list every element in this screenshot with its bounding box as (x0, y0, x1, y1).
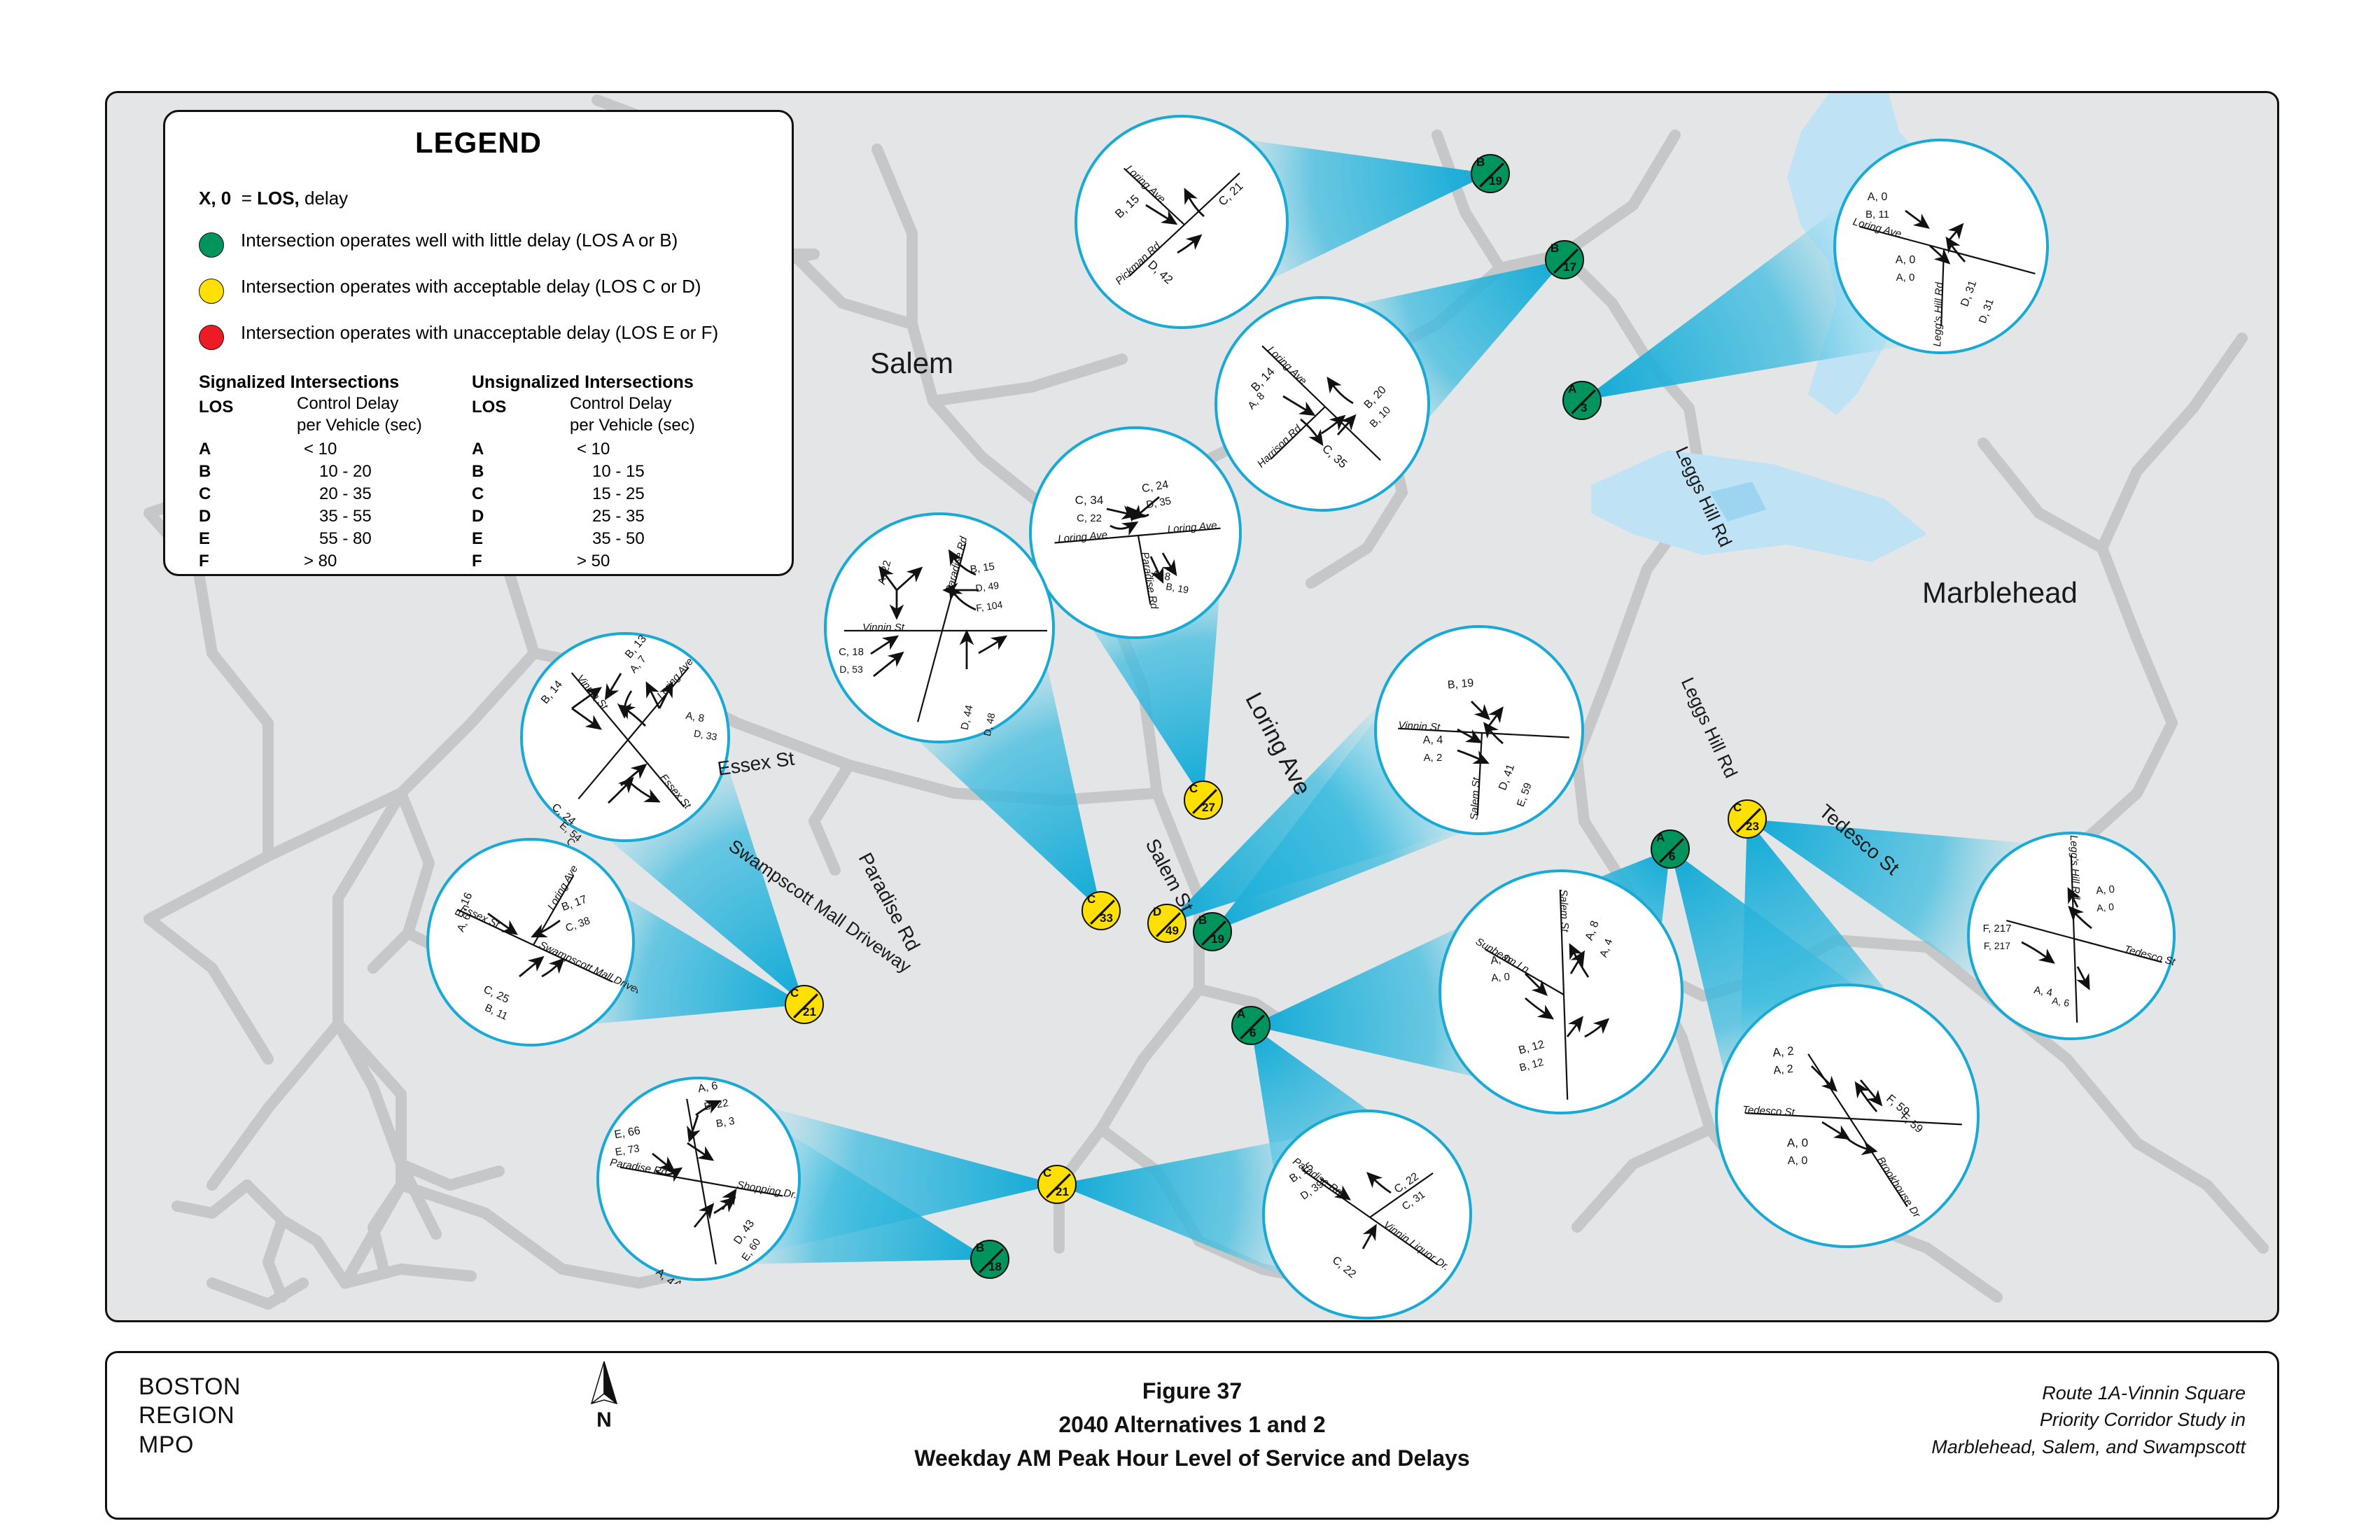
svg-text:D, 53: D, 53 (839, 664, 863, 675)
svg-text:B, 11: B, 11 (1865, 209, 1889, 220)
svg-text:A, 4: A, 4 (654, 1266, 677, 1284)
svg-text:B, 12: B, 12 (1518, 1039, 1546, 1057)
svg-text:A, 0: A, 0 (1896, 254, 1916, 266)
svg-text:Paradise Rd: Paradise Rd (944, 535, 970, 594)
svg-text:A, 8: A, 8 (685, 710, 705, 724)
svg-text:A, 0: A, 0 (2096, 883, 2115, 897)
svg-text:E, 59: E, 59 (1515, 781, 1534, 808)
svg-text:E, 66: E, 66 (613, 1125, 641, 1141)
svg-text:Legg's Hill Rd: Legg's Hill Rd (1931, 281, 1945, 346)
svg-text:A, 0: A, 0 (1788, 1155, 1808, 1167)
svg-text:D, 44: D, 44 (959, 704, 976, 732)
svg-text:B, 15: B, 15 (1112, 192, 1142, 220)
svg-text:D, 48: D, 48 (981, 712, 997, 737)
svg-text:B, 12: B, 12 (1518, 1056, 1545, 1074)
svg-text:D, 42: D, 42 (1145, 258, 1175, 286)
svg-text:A, 0: A, 0 (1491, 971, 1511, 984)
svg-text:A, 2: A, 2 (1772, 1044, 1795, 1060)
svg-text:D, 33: D, 33 (693, 727, 718, 743)
svg-text:A, 0: A, 0 (1896, 272, 1915, 284)
svg-text:D, 49: D, 49 (975, 580, 1000, 594)
svg-text:D, 31: D, 31 (1977, 298, 1996, 326)
svg-text:A, 6: A, 6 (697, 1080, 719, 1096)
svg-text:F, 217: F, 217 (1984, 940, 2010, 951)
svg-text:F, 217: F, 217 (1983, 923, 2012, 934)
svg-text:Shopping Dr.: Shopping Dr. (736, 1179, 798, 1201)
svg-text:Vinnin Liquor Dr.: Vinnin Liquor Dr. (1381, 1219, 1452, 1273)
svg-text:A, 0: A, 0 (2096, 901, 2114, 913)
svg-text:Tedesco St: Tedesco St (2123, 943, 2177, 968)
svg-text:B, 14: B, 14 (539, 678, 565, 706)
svg-text:A, 8: A, 8 (1583, 919, 1602, 942)
svg-text:F, 104: F, 104 (975, 598, 1003, 613)
svg-text:A, 0: A, 0 (1868, 191, 1888, 203)
svg-text:C, 22: C, 22 (1077, 512, 1102, 524)
svg-text:B, 3: B, 3 (715, 1115, 736, 1130)
svg-text:A, 4: A, 4 (2033, 984, 2053, 999)
svg-text:F, 59: F, 59 (1898, 1111, 1925, 1135)
svg-text:C, 34: C, 34 (1075, 493, 1104, 507)
svg-text:C, 35: C, 35 (1320, 442, 1350, 470)
svg-text:C, 22: C, 22 (1330, 1254, 1358, 1281)
svg-text:A, 8: A, 8 (1245, 390, 1267, 412)
svg-text:A, 4: A, 4 (1423, 734, 1443, 746)
svg-text:C, 25: C, 25 (482, 983, 511, 1006)
svg-text:A, 0: A, 0 (1490, 953, 1511, 967)
svg-text:Vinnin St: Vinnin St (862, 622, 905, 634)
svg-text:E, 73: E, 73 (614, 1142, 640, 1158)
svg-text:Harrison Rd: Harrison Rd (1255, 422, 1304, 470)
svg-text:B, 22: B, 22 (703, 1097, 729, 1113)
svg-text:Brookhouse Dr: Brookhouse Dr (1875, 1155, 1923, 1221)
svg-text:Loring Ave: Loring Ave (1058, 529, 1108, 545)
svg-text:D, 31: D, 31 (1959, 279, 1979, 308)
svg-text:A, 4: A, 4 (1597, 937, 1615, 959)
svg-text:Essex St: Essex St (657, 772, 694, 812)
svg-text:C, 38: C, 38 (564, 915, 592, 934)
svg-text:D, 41: D, 41 (1497, 762, 1517, 792)
svg-text:A, 2: A, 2 (1773, 1063, 1794, 1077)
svg-text:A, 0: A, 0 (1787, 1136, 1808, 1149)
svg-text:Vinnin St: Vinnin St (574, 673, 610, 713)
svg-text:C, 21: C, 21 (1216, 179, 1246, 209)
svg-text:Loring Ave: Loring Ave (1265, 344, 1309, 386)
svg-text:C, 18: C, 18 (839, 646, 864, 658)
svg-text:Salem St: Salem St (1469, 776, 1483, 820)
svg-text:Vinnin St: Vinnin St (1398, 720, 1441, 734)
svg-text:A, 2: A, 2 (1424, 752, 1443, 764)
svg-text:Swampscott Mall Driveway: Swampscott Mall Driveway (537, 939, 638, 1004)
svg-text:Loring Ave: Loring Ave (1167, 519, 1217, 536)
svg-text:Loring Ave: Loring Ave (654, 656, 696, 701)
svg-text:Salem St: Salem St (1558, 889, 1571, 932)
svg-text:C, 24: C, 24 (1141, 479, 1170, 495)
svg-text:B, 14: B, 14 (1248, 365, 1277, 394)
svg-text:Legg's Hill Rd: Legg's Hill Rd (2068, 835, 2082, 900)
svg-text:B, 19: B, 19 (1165, 580, 1189, 595)
svg-text:Tedesco St: Tedesco St (1742, 1104, 1795, 1119)
svg-text:B, 19: B, 19 (1447, 677, 1474, 691)
svg-text:A, 6: A, 6 (2051, 995, 2071, 1009)
